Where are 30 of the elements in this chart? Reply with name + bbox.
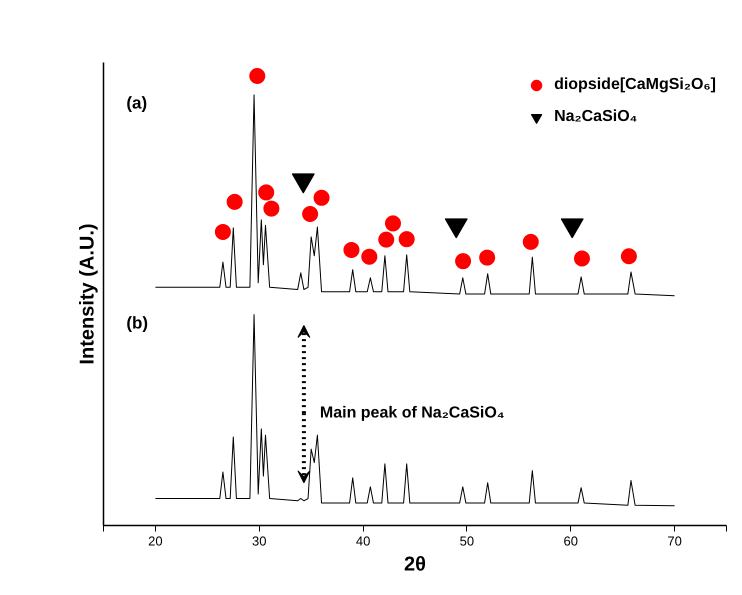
point — [343, 242, 360, 258]
point — [226, 194, 243, 210]
annotation: Main peak of Na₂CaSiO₄ — [320, 404, 504, 422]
x-tick-label: 70 — [667, 534, 682, 548]
point — [214, 224, 231, 240]
point — [378, 232, 394, 248]
annotation: (b) — [126, 314, 148, 333]
x-tick-label: 50 — [460, 534, 474, 548]
point — [574, 250, 590, 266]
annotation: (a) — [126, 93, 148, 112]
x-tick-label: 40 — [356, 534, 370, 548]
point — [302, 206, 318, 222]
point — [384, 215, 401, 232]
point — [479, 250, 496, 266]
x-tick-label: 30 — [252, 534, 266, 548]
point — [620, 248, 637, 264]
legend-label: diopside[CaMgSi₂O₆] — [554, 76, 716, 94]
legend-label: Na₂CaSiO₄ — [554, 108, 638, 126]
point — [361, 248, 378, 265]
point — [258, 184, 274, 200]
point — [398, 231, 415, 248]
point — [263, 200, 280, 217]
x-tick-label: 20 — [148, 534, 163, 548]
y-axis-title: Intensity (A.U.) — [76, 223, 98, 365]
x-axis-title: 2θ — [404, 554, 426, 576]
point — [455, 253, 472, 270]
point — [249, 68, 266, 84]
point — [314, 190, 330, 206]
point — [522, 234, 539, 250]
x-tick-label: 60 — [564, 534, 578, 548]
